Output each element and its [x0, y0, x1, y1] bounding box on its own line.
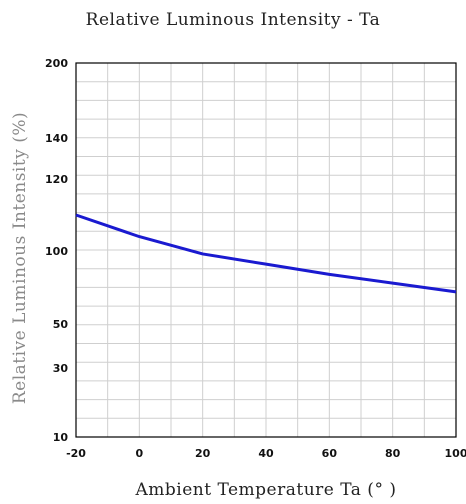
- y-tick-label: 30: [53, 362, 69, 375]
- x-tick-label: 20: [195, 447, 211, 460]
- grid: [76, 63, 456, 437]
- chart-title: Relative Luminous Intensity - Ta: [85, 10, 381, 30]
- y-tick-label: 200: [45, 57, 68, 70]
- y-tick-label: 140: [45, 132, 68, 145]
- y-tick-label: 100: [45, 245, 68, 258]
- x-tick-labels: -20 0 20 40 60 80 100: [66, 447, 466, 460]
- x-tick-label: 40: [258, 447, 274, 460]
- series-layer: [75, 213, 457, 294]
- y-tick-labels: 200 140 120 100 50 30 10: [45, 57, 68, 444]
- x-tick-label: 60: [322, 447, 338, 460]
- y-tick-label: 50: [53, 318, 69, 331]
- x-tick-label: -20: [66, 447, 86, 460]
- y-tick-label: 120: [45, 173, 68, 186]
- series-line-0: [75, 213, 457, 294]
- y-tick-label: 10: [53, 431, 69, 444]
- x-axis-label: Ambient Temperature Ta (° ): [135, 480, 397, 500]
- x-tick-label: 100: [445, 447, 466, 460]
- plot-frame: [75, 62, 457, 438]
- x-tick-label: 80: [385, 447, 401, 460]
- y-axis-label: Relative Luminous Intensity (%): [10, 111, 30, 405]
- x-tick-label: 0: [136, 447, 144, 460]
